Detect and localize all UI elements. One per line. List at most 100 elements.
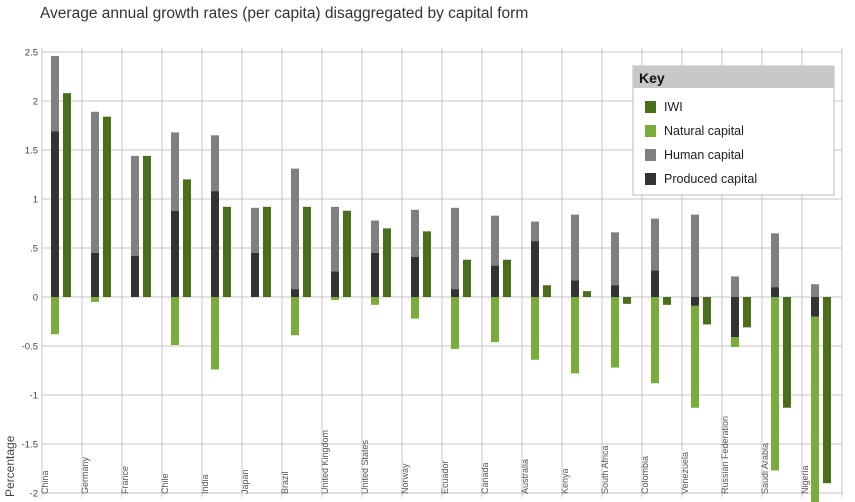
bar-iwi — [743, 297, 751, 328]
legend-title: Key — [639, 70, 665, 86]
y-tick-label: 1.5 — [25, 146, 38, 157]
category-label: Chile — [160, 473, 170, 494]
bar-produced-capital — [411, 256, 419, 297]
y-tick-label: -2 — [30, 489, 38, 500]
legend-swatch — [645, 125, 656, 137]
bar-iwi — [223, 206, 231, 297]
bar-human-capital — [131, 155, 139, 256]
bar-produced-capital — [531, 241, 539, 297]
bar-produced-capital — [811, 297, 819, 317]
bar-produced-capital — [331, 271, 339, 297]
bar-human-capital — [771, 233, 779, 288]
category-label: Kenya — [560, 468, 570, 494]
category-label: India — [200, 474, 210, 494]
bar-produced-capital — [171, 210, 179, 297]
bar-natural-capital — [51, 297, 59, 335]
bar-iwi — [383, 228, 391, 297]
category-label: Brazil — [280, 471, 290, 494]
category-label: Saudi Arabia — [760, 443, 770, 494]
bar-iwi — [823, 297, 831, 484]
bar-natural-capital — [571, 297, 579, 374]
legend-label: IWI — [664, 100, 683, 114]
category-labels: China Germany France Chile India Japan Brazil U… — [40, 416, 810, 494]
bar-natural-capital — [731, 337, 739, 347]
bar-iwi — [663, 297, 671, 305]
y-axis-label: Percentage — [3, 435, 17, 497]
bar-natural-capital — [531, 297, 539, 360]
legend-label: Natural capital — [664, 124, 744, 138]
bar-natural-capital — [451, 297, 459, 349]
category-label: Japan — [240, 469, 250, 494]
bar-iwi — [503, 259, 511, 297]
bar-human-capital — [251, 207, 259, 253]
bar-natural-capital — [91, 297, 99, 302]
category-label: Canada — [480, 462, 490, 494]
bar-human-capital — [811, 284, 819, 297]
chart-title: Average annual growth rates (per capita)… — [40, 5, 529, 22]
bar-human-capital — [331, 206, 339, 272]
category-label: China — [40, 470, 50, 494]
bar-natural-capital — [371, 297, 379, 305]
legend: Key IWI Natural capital Human capital Produ… — [632, 65, 835, 196]
bars — [51, 55, 831, 502]
y-tick-label: 2.5 — [25, 48, 38, 59]
bar-natural-capital — [411, 297, 419, 319]
legend-label: Produced capital — [664, 172, 757, 186]
bar-iwi — [783, 297, 791, 408]
bar-human-capital — [91, 111, 99, 253]
bar-iwi — [63, 93, 71, 297]
bar-produced-capital — [131, 255, 139, 297]
bar-human-capital — [611, 232, 619, 286]
category-label: Nigeria — [800, 465, 810, 494]
bar-produced-capital — [571, 280, 579, 297]
category-label: France — [120, 466, 130, 494]
bar-human-capital — [491, 215, 499, 266]
bar-iwi — [703, 297, 711, 325]
category-label: Norway — [400, 463, 410, 494]
bar-iwi — [423, 231, 431, 297]
legend-label: Human capital — [664, 148, 744, 162]
y-tick-label: -1.5 — [22, 440, 38, 451]
bar-iwi — [543, 285, 551, 297]
bar-produced-capital — [451, 289, 459, 297]
bar-produced-capital — [371, 252, 379, 297]
category-label: Colombia — [640, 456, 650, 494]
bar-natural-capital — [291, 297, 299, 336]
category-label: Venezuela — [680, 452, 690, 494]
legend-swatch — [645, 101, 656, 113]
bar-produced-capital — [611, 285, 619, 297]
y-tick-label: 2 — [33, 97, 38, 108]
bar-natural-capital — [211, 297, 219, 370]
bar-human-capital — [691, 214, 699, 297]
category-label: United States — [360, 439, 370, 494]
bar-produced-capital — [211, 191, 219, 297]
bar-produced-capital — [291, 289, 299, 297]
y-tick-label: -0.5 — [22, 342, 38, 353]
bar-produced-capital — [491, 265, 499, 297]
bar-human-capital — [451, 207, 459, 290]
bar-natural-capital — [171, 297, 179, 346]
bar-iwi — [623, 297, 631, 304]
bar-human-capital — [211, 135, 219, 192]
y-tick-label: 0 — [33, 293, 38, 304]
gridlines — [41, 48, 843, 497]
bar-iwi — [463, 259, 471, 297]
bar-iwi — [303, 206, 311, 297]
bar-human-capital — [411, 209, 419, 257]
bar-human-capital — [651, 218, 659, 271]
bar-human-capital — [571, 214, 579, 281]
category-label: South Africa — [600, 445, 610, 494]
legend-swatch — [645, 149, 656, 161]
bar-natural-capital — [491, 297, 499, 343]
bar-produced-capital — [51, 131, 59, 297]
category-label: Russian Federation — [720, 416, 730, 494]
bar-natural-capital — [331, 297, 339, 300]
y-tick-label: -1 — [30, 391, 38, 402]
legend-items: IWI Natural capital Human capital Produced … — [645, 100, 757, 186]
bar-iwi — [103, 116, 111, 298]
y-axis-ticks: 2.521.51.50-0.5-1-1.5-2 — [22, 48, 38, 500]
bar-iwi — [583, 291, 591, 297]
bar-produced-capital — [251, 252, 259, 297]
bar-iwi — [143, 155, 151, 297]
bar-produced-capital — [651, 270, 659, 297]
